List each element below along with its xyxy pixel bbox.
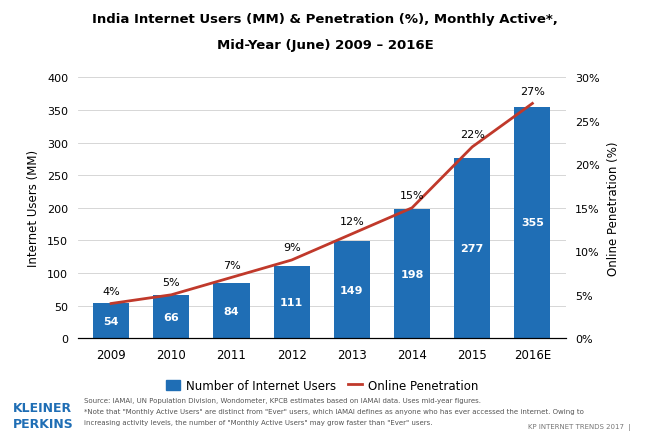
Y-axis label: Internet Users (MM): Internet Users (MM) <box>27 150 40 267</box>
Text: KP INTERNET TRENDS 2017  |: KP INTERNET TRENDS 2017 | <box>528 423 630 430</box>
Text: PERKINS: PERKINS <box>13 417 73 430</box>
Text: India Internet Users (MM) & Penetration (%), Monthly Active*,: India Internet Users (MM) & Penetration … <box>92 13 558 26</box>
Text: 15%: 15% <box>400 191 424 201</box>
Text: 27%: 27% <box>520 86 545 96</box>
Text: 66: 66 <box>163 312 179 322</box>
Text: 149: 149 <box>340 285 363 295</box>
Text: 198: 198 <box>400 269 424 279</box>
Text: 22%: 22% <box>460 130 485 140</box>
Text: 54: 54 <box>103 316 119 326</box>
Bar <box>274 266 309 339</box>
Bar <box>334 241 370 339</box>
Legend: Number of Internet Users, Online Penetration: Number of Internet Users, Online Penetra… <box>161 375 483 397</box>
Y-axis label: Online Penetration (%): Online Penetration (%) <box>607 141 620 276</box>
Text: 5%: 5% <box>162 277 180 287</box>
Text: increasing activity levels, the number of "Monthly Active Users" may grow faster: increasing activity levels, the number o… <box>84 419 433 425</box>
Bar <box>394 210 430 339</box>
Text: 277: 277 <box>461 243 484 253</box>
Text: 111: 111 <box>280 297 304 307</box>
Text: 355: 355 <box>521 218 544 228</box>
Text: 84: 84 <box>224 306 239 316</box>
Text: 9%: 9% <box>283 243 300 253</box>
Text: *Note that "Monthly Active Users" are distinct from "Ever" users, which IAMAI de: *Note that "Monthly Active Users" are di… <box>84 408 584 414</box>
Text: 4%: 4% <box>102 286 120 296</box>
Bar <box>213 284 250 339</box>
Bar <box>93 303 129 339</box>
Text: KLEINER: KLEINER <box>13 401 72 414</box>
Bar <box>514 107 551 339</box>
Text: 12%: 12% <box>339 217 364 227</box>
Bar <box>454 158 490 339</box>
Text: 7%: 7% <box>222 260 240 270</box>
Text: Source: IAMAI, UN Population Division, Wondometer, KPCB estimates based on IAMAI: Source: IAMAI, UN Population Division, W… <box>84 397 482 403</box>
Bar <box>153 296 189 339</box>
Text: Mid-Year (June) 2009 – 2016E: Mid-Year (June) 2009 – 2016E <box>216 39 434 52</box>
